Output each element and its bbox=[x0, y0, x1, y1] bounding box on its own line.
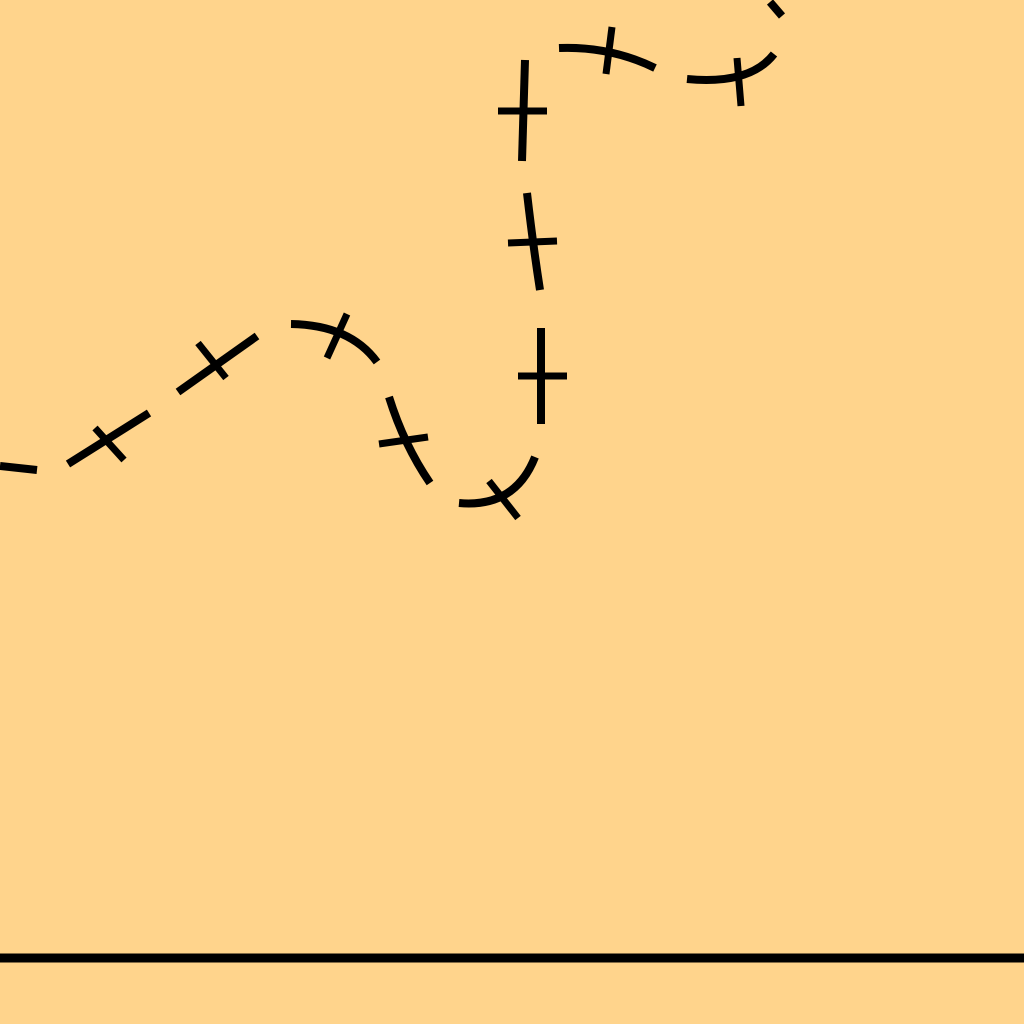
stitch-mark bbox=[378, 433, 429, 448]
stitch-mark bbox=[323, 312, 351, 360]
stitch-mark bbox=[602, 26, 616, 75]
path-segment bbox=[290, 320, 381, 365]
path-segment bbox=[686, 51, 778, 84]
path-segment bbox=[458, 455, 539, 508]
stitch-mark bbox=[507, 237, 558, 247]
stitch-mark bbox=[486, 478, 521, 521]
path-segment bbox=[766, 0, 786, 19]
stitch-marks bbox=[92, 26, 745, 521]
stitch-mark bbox=[733, 57, 745, 107]
stitch-mark bbox=[195, 340, 229, 381]
stitch-mark bbox=[92, 425, 127, 463]
dashed-path bbox=[0, 0, 786, 508]
path-segment bbox=[0, 462, 38, 474]
